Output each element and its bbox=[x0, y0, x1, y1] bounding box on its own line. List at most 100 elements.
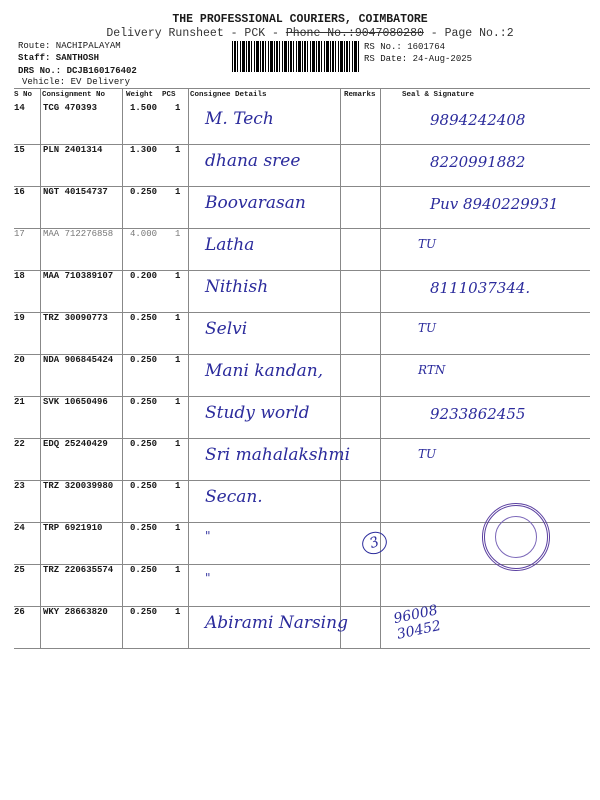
row-pcs: 1 bbox=[175, 103, 181, 113]
row-weight: 0.250 bbox=[130, 439, 158, 449]
row-consignment: WKY 28663820 bbox=[43, 607, 108, 617]
signature-text: TU bbox=[418, 321, 437, 335]
row-sno: 19 bbox=[14, 313, 25, 323]
row-pcs: 1 bbox=[175, 523, 181, 533]
row-divider bbox=[14, 564, 590, 565]
drs-number: DRS No.: DCJB160176402 bbox=[18, 66, 137, 76]
row-sno: 14 bbox=[14, 103, 25, 113]
signature-text: RTN bbox=[418, 363, 446, 377]
row-pcs: 1 bbox=[175, 355, 181, 365]
header-consignment: Consignment No bbox=[42, 91, 106, 99]
row-consignment: PLN 2401314 bbox=[43, 145, 103, 155]
header-remarks: Remarks bbox=[344, 91, 376, 99]
vehicle: Vehicle: EV Delivery bbox=[22, 77, 131, 87]
column-divider bbox=[122, 88, 123, 649]
row-pcs: 1 bbox=[175, 397, 181, 407]
signature-text: 9233862455 bbox=[430, 405, 526, 423]
delivery-stamp bbox=[482, 503, 550, 571]
row-divider bbox=[14, 396, 590, 397]
row-divider bbox=[14, 312, 590, 313]
route: Route: NACHIPALAYAM bbox=[18, 41, 121, 51]
row-pcs: 1 bbox=[175, 481, 181, 491]
rs-number: RS No.: 1601764 bbox=[364, 42, 446, 52]
row-consignment: TRZ 220635574 bbox=[43, 565, 114, 575]
row-divider bbox=[14, 480, 590, 481]
row-divider bbox=[14, 144, 590, 145]
consignee-handwriting: M. Tech bbox=[205, 109, 274, 129]
row-divider bbox=[14, 228, 590, 229]
row-consignment: SVK 10650496 bbox=[43, 397, 108, 407]
row-divider bbox=[14, 438, 590, 439]
row-consignment: NGT 40154737 bbox=[43, 187, 108, 197]
row-sno: 25 bbox=[14, 565, 25, 575]
rs-date: RS Date: 24-Aug-2025 bbox=[364, 54, 473, 64]
row-pcs: 1 bbox=[175, 607, 181, 617]
circled-note: 3 bbox=[358, 528, 390, 558]
header-weight: Weight bbox=[126, 91, 154, 99]
signature-text: 9894242408 bbox=[430, 111, 526, 129]
row-sno: 22 bbox=[14, 439, 25, 449]
row-pcs: 1 bbox=[175, 565, 181, 575]
row-pcs: 1 bbox=[175, 439, 181, 449]
runsheet-subtitle: Delivery Runsheet - PCK - Phone No.:9047… bbox=[0, 27, 600, 40]
row-divider bbox=[14, 606, 590, 607]
row-weight: 0.250 bbox=[130, 355, 158, 365]
consignee-handwriting: Mani kandan, bbox=[205, 361, 324, 381]
row-sno: 16 bbox=[14, 187, 25, 197]
row-consignment: MAA 712276858 bbox=[43, 229, 114, 239]
header-seal: Seal & Signature bbox=[402, 91, 475, 99]
row-sno: 23 bbox=[14, 481, 25, 491]
row-weight: 0.250 bbox=[130, 187, 158, 197]
column-divider bbox=[380, 88, 381, 649]
row-sno: 18 bbox=[14, 271, 25, 281]
row-weight: 1.300 bbox=[130, 145, 158, 155]
consignee-handwriting: " bbox=[205, 529, 211, 543]
consignee-handwriting: dhana sree bbox=[205, 151, 301, 171]
row-weight: 0.250 bbox=[130, 313, 158, 323]
phone-label: Phone No.: bbox=[285, 27, 355, 40]
row-weight: 0.250 bbox=[130, 481, 158, 491]
row-pcs: 1 bbox=[175, 229, 181, 239]
row-divider bbox=[14, 354, 590, 355]
consignee-handwriting: Nithish bbox=[205, 277, 269, 297]
row-sno: 26 bbox=[14, 607, 25, 617]
header-sno: S No bbox=[14, 91, 33, 99]
row-divider bbox=[14, 522, 590, 523]
header-pcs: PCS bbox=[162, 91, 176, 99]
subtitle-prefix: Delivery Runsheet - PCK - bbox=[106, 27, 286, 40]
row-sno: 24 bbox=[14, 523, 25, 533]
header-consignee: Consignee Details bbox=[190, 91, 267, 99]
consignee-handwriting: " bbox=[205, 571, 211, 585]
table-top-border bbox=[14, 88, 590, 89]
row-weight: 0.250 bbox=[130, 397, 158, 407]
row-consignment: TRZ 30090773 bbox=[43, 313, 108, 323]
row-consignment: NDA 906845424 bbox=[43, 355, 114, 365]
row-weight: 0.250 bbox=[130, 607, 158, 617]
row-pcs: 1 bbox=[175, 313, 181, 323]
barcode bbox=[232, 41, 360, 72]
signature-text: 8220991882 bbox=[430, 153, 526, 171]
signature-text: 8111037344. bbox=[430, 279, 531, 297]
consignee-handwriting: Latha bbox=[205, 235, 255, 255]
row-consignment: MAA 710389107 bbox=[43, 271, 114, 281]
signature-text: Puv 8940229931 bbox=[430, 195, 559, 213]
handwritten-phone: 96008 30452 bbox=[392, 602, 443, 643]
column-divider bbox=[188, 88, 189, 649]
row-sno: 21 bbox=[14, 397, 25, 407]
page-number: - Page No.:2 bbox=[423, 27, 514, 40]
row-divider bbox=[14, 186, 590, 187]
row-pcs: 1 bbox=[175, 145, 181, 155]
phone-number: 9047080280 bbox=[354, 27, 424, 40]
row-divider bbox=[14, 648, 590, 649]
row-weight: 0.200 bbox=[130, 271, 158, 281]
consignee-handwriting: Secan. bbox=[205, 487, 263, 507]
row-sno: 15 bbox=[14, 145, 25, 155]
consignee-handwriting: Selvi bbox=[205, 319, 248, 339]
row-consignment: TRZ 320039980 bbox=[43, 481, 114, 491]
row-consignment: TRP 6921910 bbox=[43, 523, 103, 533]
row-consignment: EDQ 25240429 bbox=[43, 439, 108, 449]
row-divider bbox=[14, 270, 590, 271]
document-title: THE PROFESSIONAL COURIERS, COIMBATORE bbox=[172, 13, 428, 26]
row-sno: 17 bbox=[14, 229, 25, 239]
column-divider bbox=[40, 88, 41, 649]
